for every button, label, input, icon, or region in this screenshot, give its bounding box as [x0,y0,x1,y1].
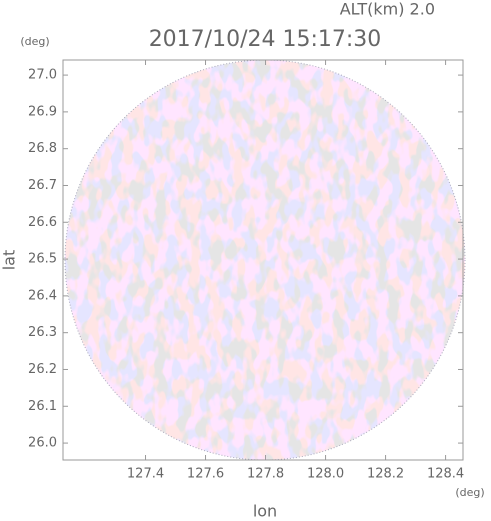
y-tick-label: 26.3 [28,325,57,340]
y-tick-label: 26.4 [28,288,57,303]
y-tick-label: 27.0 [28,68,57,83]
y-tick-label: 26.0 [28,436,57,451]
y-tick-label: 26.6 [28,215,57,230]
y-unit: (deg) [20,35,49,48]
y-tick-label: 26.2 [28,362,57,377]
x-tick-label: 128.4 [427,467,464,482]
x-tick-label: 128.2 [367,467,404,482]
x-axis-label: lon [253,502,277,521]
y-tick-label: 26.1 [28,399,57,414]
y-axis-label: lat [0,250,19,271]
x-tick-label: 127.6 [187,467,224,482]
subtitle: ALT(km) 2.0 [340,0,435,19]
y-tick-label: 26.7 [28,178,57,193]
y-tick-label: 26.5 [28,252,57,267]
y-tick-label: 26.9 [28,104,57,119]
x-tick-label: 128.0 [307,467,344,482]
radar-field [65,60,465,460]
plot-frame [62,59,464,461]
y-tick-label: 26.8 [28,141,57,156]
x-unit: (deg) [455,486,484,499]
x-tick-label: 127.8 [247,467,284,482]
x-tick-label: 127.4 [127,467,164,482]
chart-title: 2017/10/24 15:17:30 [149,27,382,52]
